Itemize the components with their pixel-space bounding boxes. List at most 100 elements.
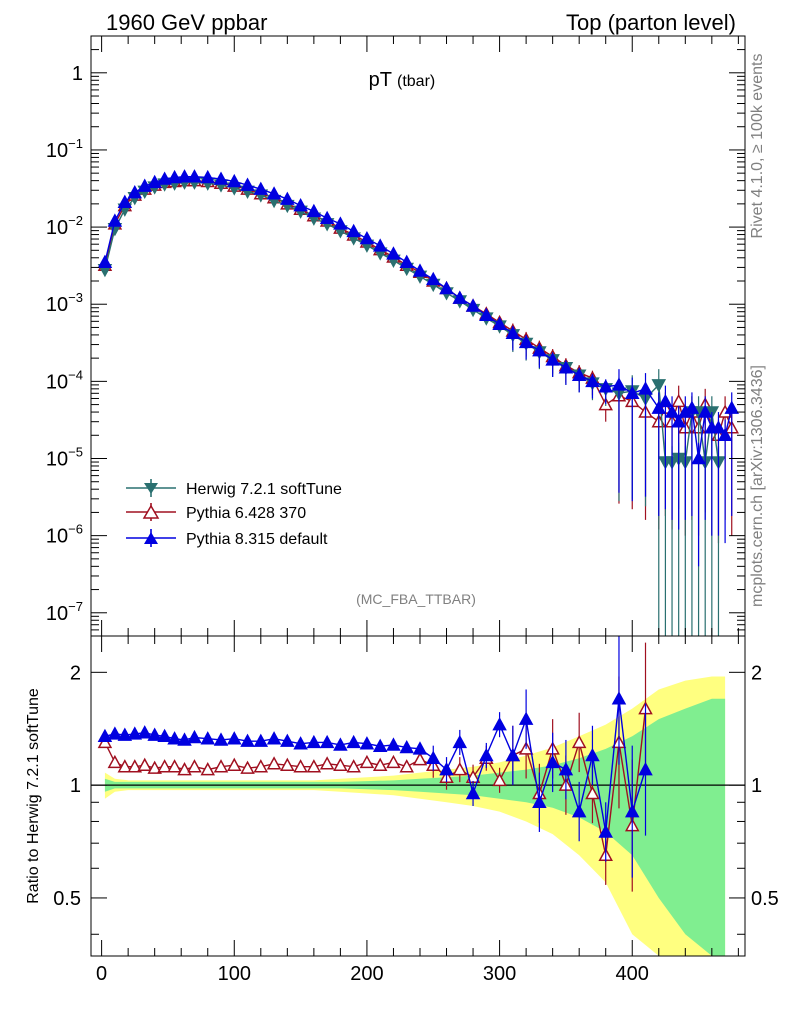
pythia8-point [157,171,172,185]
pythia8-point [585,373,600,388]
pythia8-ratio-point [293,736,308,750]
pythia8-point [479,307,494,321]
pythia6-ratio-point [280,757,295,771]
outer-band [104,676,726,956]
y-tick-label: 10−2 [46,213,83,239]
pythia8-point [240,177,255,191]
pythia8-ratio-point [505,747,521,762]
pythia8-ratio-point [306,734,322,749]
pythia8-point [280,191,295,205]
ratio-x-axis: 0 100 200 300 400 [96,636,739,985]
pythia8-point [253,181,269,195]
pythia8-point [638,381,653,395]
pythia8-point [598,379,613,393]
pythia6-ratio-point [359,754,375,769]
pythia8-point [412,263,428,277]
pythia8-point [545,352,560,366]
pythia6-ratio-point [293,759,308,773]
header-left: 1960 GeV ppbar [106,10,267,35]
pythia8-point [227,173,242,188]
ratio-y-tick-label: 2 [70,662,81,684]
pythia8-point [492,316,507,330]
ratio-y-label: Ratio to Herwig 7.2.1 softTune [25,688,42,904]
pythia8-ratio-point [157,728,172,743]
pythia6-ratio-point [571,734,587,749]
pythia8-point [213,171,229,185]
legend-marker-pythia8 [144,532,158,544]
pythia8-ratio-point [452,734,468,749]
pythia6-ratio-point [372,757,388,771]
pythia8-point [571,367,587,382]
pythia8-ratio-point [167,731,182,745]
pythia8-ratio-point [412,741,428,755]
pythia8-point [425,271,441,286]
legend-marker-pythia6 [142,504,160,519]
site-label: mcplots.cern.ch [arXiv:1306.3436] [749,365,766,607]
pythia8-point [532,343,547,357]
pythia8-ratio-point [558,762,574,776]
pythia8-ratio-point [200,731,216,745]
pythia8-ratio-point [213,732,229,746]
pythia8-point [137,178,152,192]
ratio-uncertainty-bands [104,676,726,956]
pythia8-ratio-point [479,747,494,762]
ratio-y-tick-label: 0.5 [53,888,81,910]
pythia8-ratio-point [518,711,534,725]
pythia8-point [266,186,282,200]
legend-entry-herwig: Herwig 7.2.1 softTune [126,479,342,498]
pythia8-ratio-point [465,785,481,800]
herwig-point [651,379,667,393]
pythia8-ratio-point [386,737,401,751]
x-tick-label: 200 [350,963,383,985]
analysis-tag: (MC_FBA_TTBAR) [356,591,476,607]
pythia8-ratio-point [624,804,640,818]
main-x-ticks [101,36,739,636]
pythia8-ratio-point [585,747,600,762]
pythia8-point [684,400,700,414]
pythia8-ratio-point [346,734,361,749]
pythia8-ratio-point [319,734,335,749]
legend-entry-pythia6: Pythia 6.428 370 [126,503,306,522]
pythia8-ratio-point [439,762,454,776]
y-tick-label: 10−5 [46,445,83,471]
pythia8-ratio-point [372,738,388,752]
pythia8-point [697,404,713,418]
x-tick-label: 300 [483,963,516,985]
ratio-panel: 0.5 0.5 1 1 2 2 0 100 200 300 400 Ratio to Herwig… [25,635,779,985]
pythia6-ratio-point [412,752,428,766]
pythia8-ratio-point [187,729,202,744]
pythia8-ratio-point [280,733,295,747]
inner-band [104,698,726,956]
x-tick-label: 0 [96,963,107,985]
y-tick-label: 10−4 [46,367,83,393]
pythia8-ratio-point [492,717,507,731]
pythia8-point [505,325,521,340]
pythia8-point [465,298,481,312]
pythia6-ratio-point [333,757,348,771]
pythia6-ratio-point [306,759,322,773]
pythia8-point [372,238,388,252]
pythia8-ratio-point [545,754,560,769]
y-tick-label: 10−3 [46,290,83,316]
rivet-label: Rivet 4.1.0, ≥ 100k events [749,54,766,239]
pythia6-ratio-point [240,760,255,774]
legend-label-pythia8: Pythia 8.315 default [186,531,328,548]
pythia8-ratio-point [598,824,613,838]
pythia8-ratio-point [611,691,627,705]
pythia8-point [97,254,113,269]
pythia8-point [651,400,667,414]
pythia6-ratio-point [399,759,414,773]
ratio-series-layer [97,636,653,892]
pythia8-ratio-point [117,727,133,741]
pythia8-point [518,334,534,349]
pythia8-point [386,246,401,260]
pythia8-point [558,360,574,374]
pythia6-ratio-point [319,756,335,770]
pythia8-ratio-point [147,727,162,741]
ratio-frame [90,635,746,957]
pythia8-ratio-point [127,726,143,740]
pythia8-point [439,280,454,295]
pythia8-point [293,198,308,212]
pythia6-ratio-point [346,759,361,773]
